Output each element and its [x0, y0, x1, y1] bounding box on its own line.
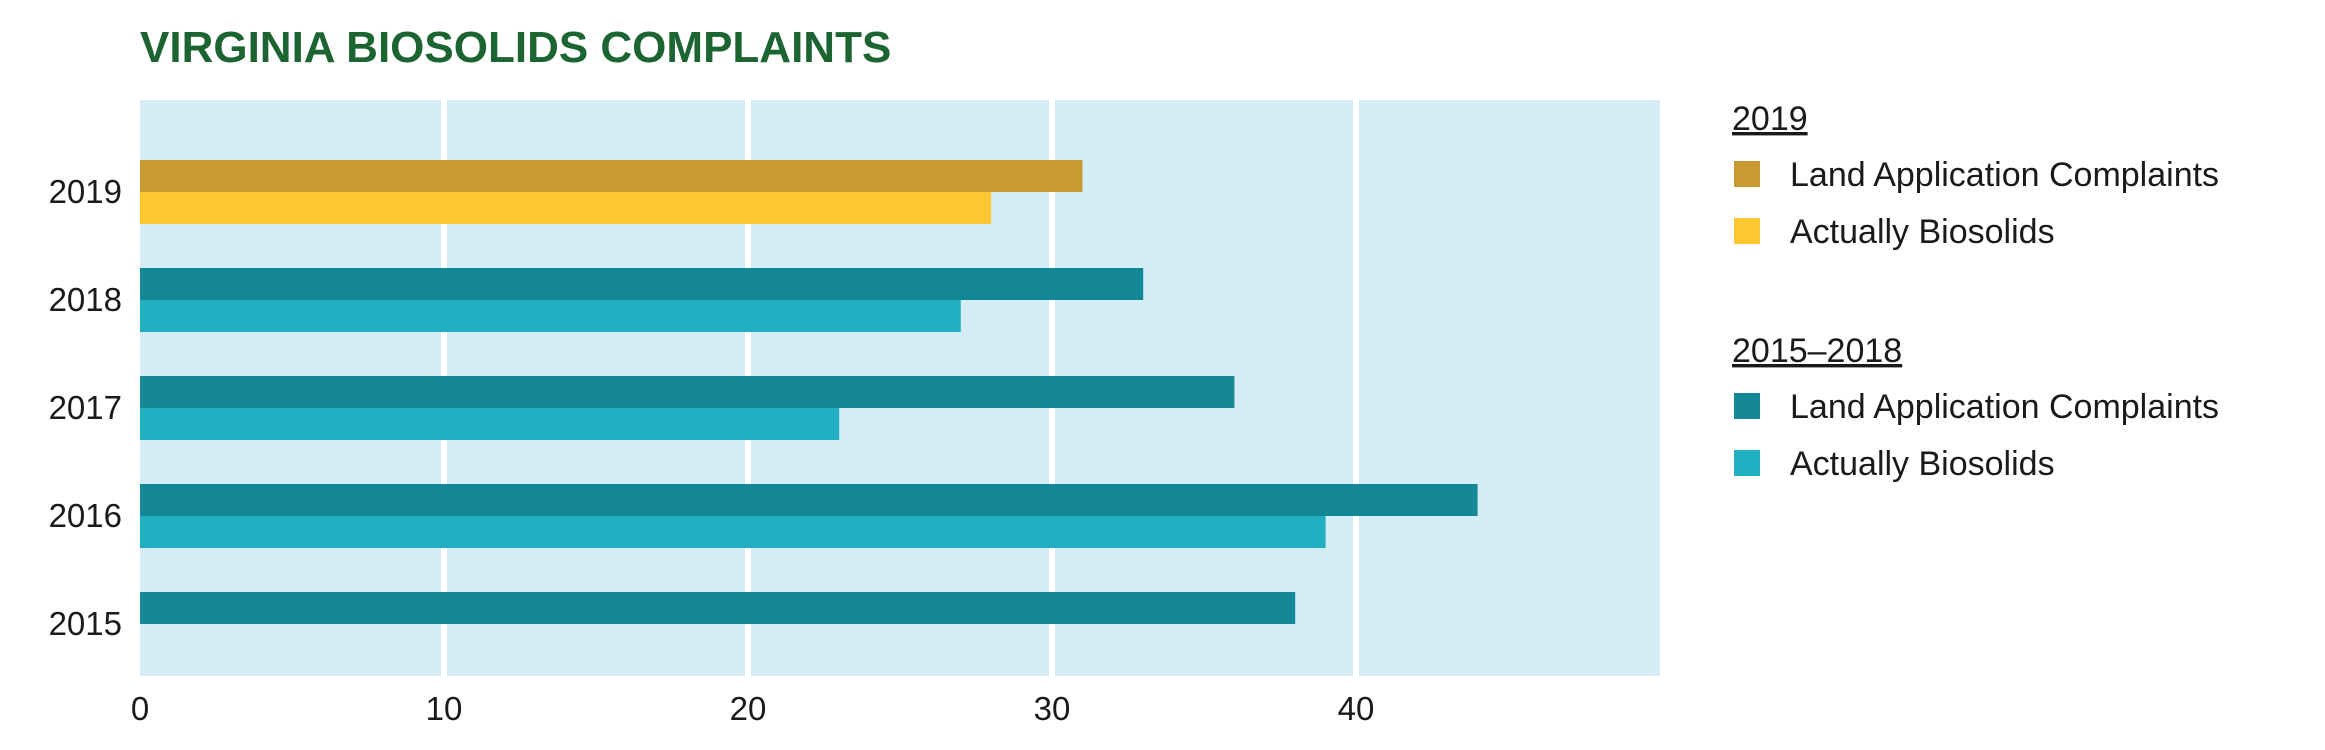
- y-tick-label: 2017: [49, 389, 122, 426]
- legend-label: Actually Biosolids: [1790, 445, 2055, 483]
- legend-swatch: [1734, 218, 1760, 244]
- x-tick-label: 10: [426, 690, 463, 727]
- legend-heading: 2019: [1732, 100, 1808, 138]
- legend-swatch: [1734, 450, 1760, 476]
- y-tick-label: 2019: [49, 173, 122, 210]
- bar-2019-land-application-complaints: [140, 160, 1083, 192]
- bar-2015-land-application-complaints: [140, 592, 1296, 624]
- x-tick-label: 30: [1034, 690, 1071, 727]
- bar-2017-actually-biosolids: [140, 408, 840, 440]
- legend: 2019 Land Application Complaints Actually …: [1732, 100, 2219, 483]
- legend-heading: 2015–2018: [1732, 332, 1902, 370]
- legend-label: Actually Biosolids: [1790, 213, 2055, 251]
- bar-2018-land-application-complaints: [140, 268, 1144, 300]
- y-tick-label: 2018: [49, 281, 122, 318]
- x-tick-label: 20: [730, 690, 767, 727]
- x-tick-label: 40: [1338, 690, 1375, 727]
- y-axis-labels: 2019 2018 2017 2016 2015: [49, 173, 122, 642]
- x-axis-labels: 0 10 20 30 40: [131, 690, 1375, 727]
- bar-2019-actually-biosolids: [140, 192, 992, 224]
- legend-label: Land Application Complaints: [1790, 156, 2219, 194]
- legend-swatch: [1734, 161, 1760, 187]
- y-tick-label: 2016: [49, 497, 122, 534]
- legend-swatch: [1734, 393, 1760, 419]
- y-tick-label: 2015: [49, 605, 122, 642]
- chart-title: VIRGINIA BIOSOLIDS COMPLAINTS: [140, 23, 891, 72]
- legend-label: Land Application Complaints: [1790, 388, 2219, 426]
- bar-2017-land-application-complaints: [140, 376, 1235, 408]
- x-tick-label: 0: [131, 690, 149, 727]
- bar-2018-actually-biosolids: [140, 300, 961, 332]
- bars: [140, 160, 1478, 624]
- bar-2016-actually-biosolids: [140, 516, 1326, 548]
- bar-2016-land-application-complaints: [140, 484, 1478, 516]
